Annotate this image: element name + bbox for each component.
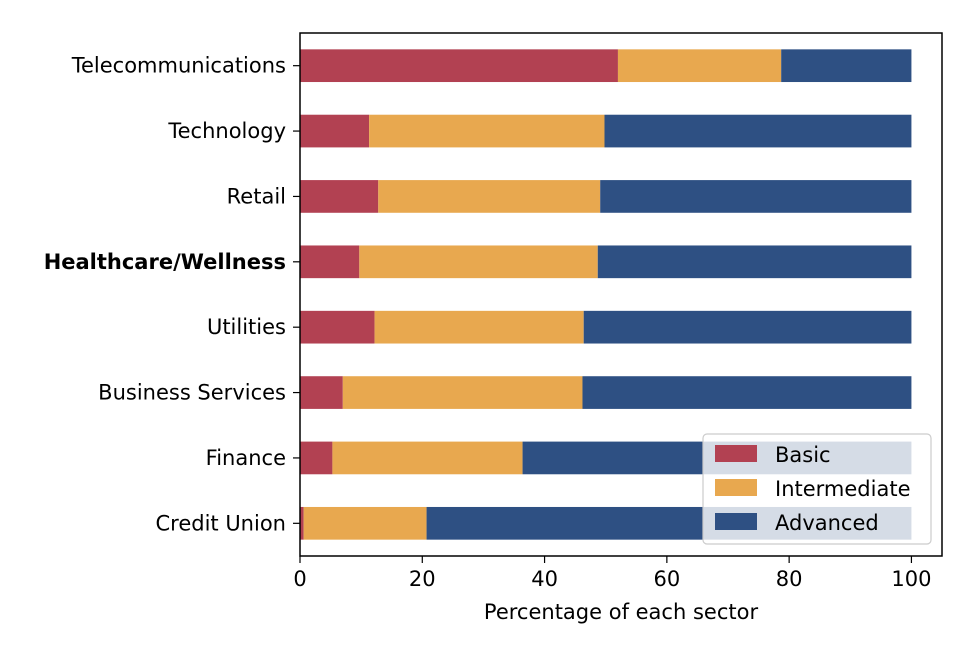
bar-basic-5 — [300, 376, 343, 409]
bar-advanced-5 — [582, 376, 912, 409]
category-label: Business Services — [98, 381, 286, 405]
bar-advanced-2 — [600, 180, 912, 213]
bar-intermediate-7 — [303, 506, 427, 540]
x-tick-label: 60 — [653, 567, 680, 591]
category-label: Retail — [227, 184, 286, 208]
x-tick-label: 100 — [891, 567, 931, 591]
x-tick-label: 20 — [409, 567, 436, 591]
category-labels: Telecommunications Technology Retail Health… — [44, 54, 300, 535]
x-tick-label: 0 — [293, 567, 306, 591]
category-label: Finance — [206, 446, 286, 470]
bar-basic-6 — [300, 441, 333, 475]
category-label: Telecommunications — [71, 54, 286, 78]
plot-frame — [299, 32, 943, 557]
legend-swatch-intermediate — [715, 479, 757, 496]
x-axis: 0 20 40 60 80 100 — [293, 556, 931, 591]
bar-intermediate-1 — [369, 114, 605, 148]
bar-intermediate-6 — [332, 441, 523, 475]
legend-label-basic: Basic — [775, 443, 831, 467]
bars-group — [300, 49, 912, 540]
bar-basic-0 — [300, 49, 618, 83]
bar-advanced-3 — [597, 245, 912, 279]
category-label: Technology — [167, 119, 286, 143]
bar-intermediate-5 — [342, 376, 583, 409]
bar-basic-4 — [300, 310, 375, 344]
x-axis-title: Percentage of each sector — [484, 600, 759, 624]
legend-swatch-advanced — [715, 513, 757, 530]
legend-swatch-basic — [715, 445, 757, 462]
bar-basic-3 — [300, 245, 360, 279]
category-label: Credit Union — [155, 511, 286, 535]
bar-advanced-1 — [604, 114, 912, 148]
bar-intermediate-3 — [359, 245, 598, 279]
x-tick-label: 80 — [776, 567, 803, 591]
bar-basic-1 — [300, 114, 370, 148]
bar-advanced-0 — [781, 49, 912, 83]
category-label: Healthcare/Wellness — [44, 250, 286, 274]
bar-basic-7 — [300, 506, 304, 540]
x-tick-label: 40 — [531, 567, 558, 591]
legend-box — [702, 433, 932, 545]
bar-intermediate-4 — [374, 310, 584, 344]
bar-advanced-4 — [583, 310, 912, 344]
legend-label-intermediate: Intermediate — [775, 477, 911, 501]
bar-intermediate-2 — [378, 180, 601, 213]
bar-basic-2 — [300, 180, 379, 213]
legend-label-advanced: Advanced — [775, 511, 879, 535]
bar-intermediate-0 — [617, 49, 782, 83]
legend: Basic Intermediate Advanced — [702, 433, 932, 545]
category-label: Utilities — [207, 315, 286, 339]
